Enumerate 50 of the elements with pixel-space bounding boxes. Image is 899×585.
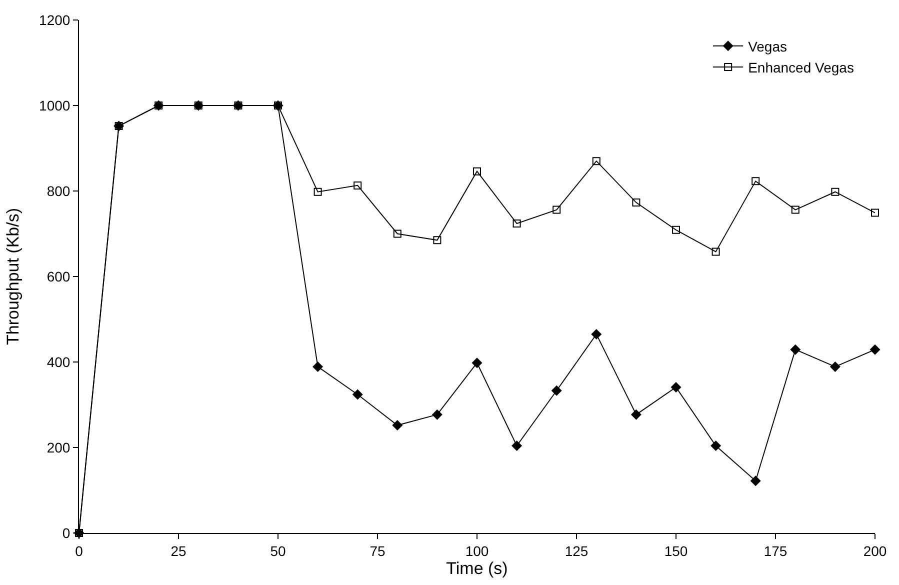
x-tick-label: 50 bbox=[270, 542, 286, 559]
point bbox=[831, 188, 840, 196]
point bbox=[432, 410, 442, 420]
point bbox=[672, 226, 680, 234]
x-axis-title: Time (s) bbox=[446, 558, 508, 578]
point bbox=[871, 208, 879, 217]
point bbox=[473, 167, 481, 176]
x-tick-label: 175 bbox=[764, 542, 788, 559]
point bbox=[393, 230, 402, 238]
x-tick-label: 150 bbox=[664, 542, 688, 559]
point bbox=[352, 389, 363, 400]
point bbox=[512, 219, 521, 228]
legend-label: Vegas bbox=[748, 38, 788, 54]
x-tick-label: 200 bbox=[863, 542, 887, 559]
x-tick-label: 25 bbox=[170, 542, 186, 559]
point bbox=[392, 420, 402, 430]
point bbox=[354, 181, 362, 190]
y-tick-label: 600 bbox=[46, 268, 70, 284]
point bbox=[870, 344, 880, 355]
point bbox=[472, 358, 482, 368]
point bbox=[592, 157, 600, 166]
point bbox=[710, 440, 721, 451]
point bbox=[632, 198, 640, 207]
point bbox=[750, 476, 761, 486]
point bbox=[830, 362, 840, 372]
point bbox=[312, 362, 323, 372]
legend-label: Enhanced Vegas bbox=[748, 60, 854, 76]
point bbox=[670, 382, 682, 392]
x-tick-label: 75 bbox=[370, 542, 386, 559]
y-tick-label: 800 bbox=[46, 182, 70, 199]
point bbox=[314, 188, 322, 196]
point bbox=[552, 206, 561, 214]
y-tick-label: 1200 bbox=[39, 12, 70, 28]
point bbox=[433, 236, 442, 244]
point bbox=[790, 344, 800, 355]
y-tick-label: 1000 bbox=[39, 97, 70, 114]
point bbox=[631, 410, 642, 420]
point bbox=[512, 440, 522, 451]
x-tick-label: 125 bbox=[564, 542, 588, 559]
y-tick-label: 400 bbox=[46, 354, 70, 370]
x-tick-label: 0 bbox=[75, 542, 84, 559]
x-tick-label: 100 bbox=[465, 542, 489, 559]
y-axis-title: Throughput (Kb/s) bbox=[4, 208, 23, 346]
point bbox=[591, 329, 602, 340]
point bbox=[752, 177, 760, 186]
y-tick-label: 200 bbox=[46, 439, 70, 456]
point bbox=[791, 206, 800, 214]
y-tick-label: 0 bbox=[62, 524, 70, 541]
point bbox=[552, 386, 562, 396]
point bbox=[712, 248, 720, 256]
